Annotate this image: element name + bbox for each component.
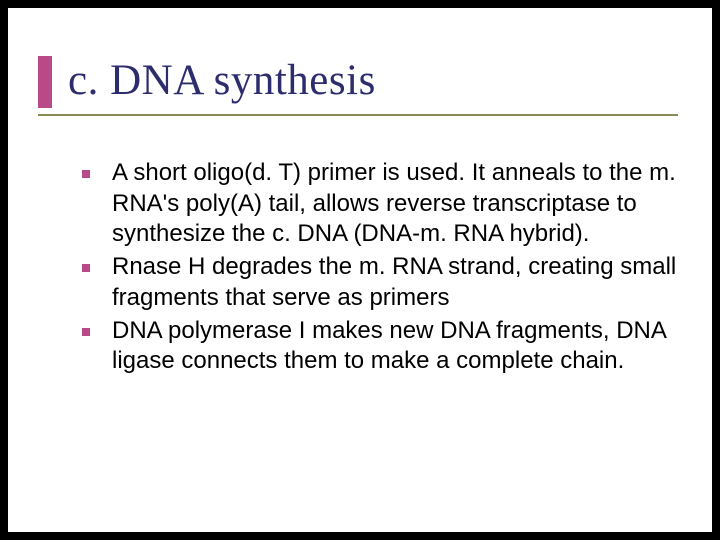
bullet-text: A short oligo(d. T) primer is used. It a… [112, 158, 682, 250]
bullet-text: Rnase H degrades the m. RNA strand, crea… [112, 252, 682, 313]
square-bullet-icon [82, 328, 90, 336]
square-bullet-icon [82, 264, 90, 272]
slide-title: c. DNA synthesis [68, 56, 376, 105]
accent-bar [38, 56, 52, 108]
bullet-text: DNA polymerase I makes new DNA fragments… [112, 316, 682, 377]
title-underline [38, 114, 678, 116]
bullet-item: A short oligo(d. T) primer is used. It a… [82, 158, 682, 250]
bullet-item: Rnase H degrades the m. RNA strand, crea… [82, 252, 682, 313]
slide: c. DNA synthesis A short oligo(d. T) pri… [8, 8, 712, 532]
slide-body: A short oligo(d. T) primer is used. It a… [82, 158, 682, 379]
square-bullet-icon [82, 170, 90, 178]
bullet-item: DNA polymerase I makes new DNA fragments… [82, 316, 682, 377]
